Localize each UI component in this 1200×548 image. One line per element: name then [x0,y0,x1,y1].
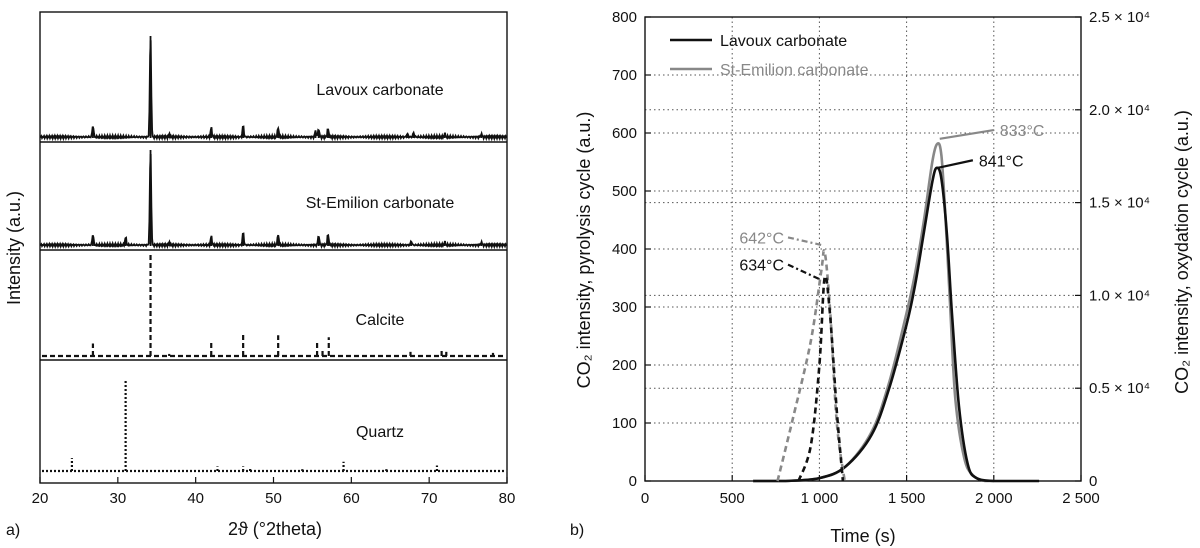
y-left-tick-label: 200 [612,357,637,374]
y-left-tick-label: 100 [612,415,637,432]
panel-b: 0 500 1 000 1 500 2 000 2 500 0 100 200 300 400 50… [570,9,1192,546]
trace-0 [39,40,508,142]
panel-a-y-axis-label: Intensity (a.u.) [4,191,24,305]
panel-a-x-ticks: 20 30 40 50 60 70 80 [32,477,516,507]
y-right-tick-label: 0.5 × 10⁴ [1089,380,1150,397]
panel-b-tag: b) [570,522,584,539]
annotation-label: 634°C [739,258,784,275]
panel-b-y-axis-label-right: CO₂ intensity, oxydation cycle (a.u.) [1172,110,1192,394]
panel-a-x-tick-label: 60 [343,490,360,507]
annotation-leader [939,129,994,140]
y-left-tick-label: 500 [612,183,637,200]
y-right-tick-label: 1.5 × 10⁴ [1089,195,1150,212]
y-right-tick-label: 2.5 × 10⁴ [1089,9,1150,26]
trace-label: St-Emilion carbonate [306,195,455,212]
series-pyrolysis-lavoux [797,274,845,482]
x-tick-label: 1 500 [888,490,926,507]
panel-b-right-ticks: 0 0.5 × 10⁴ 1.0 × 10⁴ 1.5 × 10⁴ 2.0 × 10⁴ 2.5… [1075,9,1150,490]
panel-b-left-ticks: 0 100 200 300 400 500 600 700 800 [612,9,651,490]
panel-a-traces [39,36,508,473]
trace-label: Lavoux carbonate [316,82,443,99]
panel-a-x-tick-label: 80 [499,490,516,507]
annotation-leader [787,263,820,281]
legend-label-st-emilion: St-Emilion carbonate [720,62,869,79]
panel-b-series [753,142,1040,483]
trace-label: Quartz [356,424,404,441]
panel-b-frame [644,16,1082,482]
trace-label: Calcite [356,312,405,329]
x-tick-label: 2 500 [1062,490,1100,507]
panel-a-x-tick-label: 50 [265,490,282,507]
legend-label-lavoux: Lavoux carbonate [720,33,847,50]
annotation-label: 642°C [739,230,784,247]
y-right-tick-label: 1.0 × 10⁴ [1089,287,1150,304]
x-tick-label: 2 000 [975,490,1013,507]
trace-1 [39,153,508,250]
panel-a: 20 30 40 50 60 70 80 Lavoux carbonate St-Emilio… [4,11,516,539]
y-right-tick-label: 0 [1089,473,1097,490]
panel-b-x-ticks: 0 500 1 000 1 500 2 000 2 500 [641,475,1100,507]
panel-b-annotations: 642°C 634°C 833°C 841°C [739,123,1045,281]
y-left-tick-label: 800 [612,9,637,26]
y-left-tick-label: 300 [612,299,637,316]
series-pyrolysis-st-emilion [776,249,846,482]
annotation-label: 833°C [1000,123,1045,140]
panel-b-x-axis-label: Time (s) [830,526,895,546]
series-oxydation-lavoux [753,166,1040,483]
y-left-tick-label: 700 [612,67,637,84]
annotation-leader [787,236,822,247]
annotation-leader [937,159,974,169]
y-left-tick-label: 400 [612,241,637,258]
panel-a-x-tick-label: 40 [187,490,204,507]
x-tick-label: 0 [641,490,649,507]
panel-b-y-axis-label-left: CO₂ intensity, pyrolysis cycle (a.u.) [574,112,594,389]
y-left-tick-label: 600 [612,125,637,142]
x-tick-label: 500 [720,490,745,507]
panel-a-trace-labels: Lavoux carbonate St-Emilion carbonate Calc… [306,82,455,441]
panel-a-x-tick-label: 30 [109,490,126,507]
y-left-tick-label: 0 [629,473,637,490]
x-tick-label: 1 000 [801,490,839,507]
panel-a-x-tick-label: 20 [32,490,49,507]
panel-a-x-tick-label: 70 [421,490,438,507]
panel-a-tag: a) [6,522,20,539]
y-right-tick-label: 2.0 × 10⁴ [1089,102,1150,119]
panel-b-grid [645,17,1081,481]
annotation-label: 841°C [979,153,1024,170]
panel-a-x-axis-label: 2ϑ (°2theta) [228,519,322,539]
legend: Lavoux carbonate St-Emilion carbonate [670,33,869,79]
